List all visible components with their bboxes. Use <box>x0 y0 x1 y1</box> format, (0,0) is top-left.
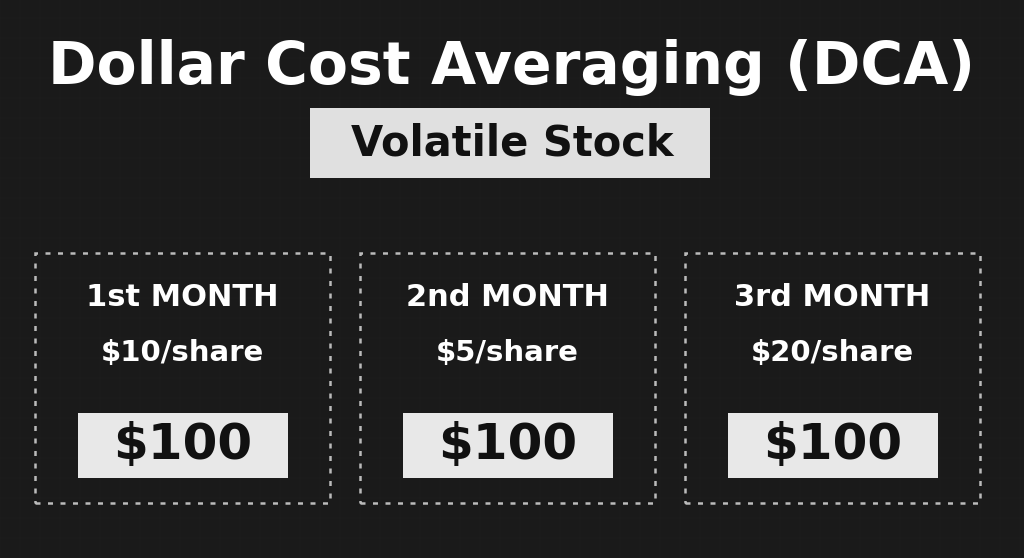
FancyBboxPatch shape <box>402 413 612 478</box>
Text: 2nd MONTH: 2nd MONTH <box>407 283 609 312</box>
Text: $100: $100 <box>763 421 902 469</box>
Text: 3rd MONTH: 3rd MONTH <box>734 283 931 312</box>
Text: $100: $100 <box>113 421 252 469</box>
Bar <box>685 253 980 503</box>
FancyBboxPatch shape <box>78 413 288 478</box>
Bar <box>360 253 655 503</box>
Text: $10/share: $10/share <box>101 339 264 367</box>
Text: $100: $100 <box>438 421 578 469</box>
Text: Volatile Stock: Volatile Stock <box>351 122 673 164</box>
Text: Dollar Cost Averaging (DCA): Dollar Cost Averaging (DCA) <box>48 40 976 97</box>
FancyBboxPatch shape <box>727 413 938 478</box>
FancyBboxPatch shape <box>310 108 710 178</box>
Text: $20/share: $20/share <box>751 339 914 367</box>
Text: $5/share: $5/share <box>436 339 579 367</box>
Text: 1st MONTH: 1st MONTH <box>86 283 279 312</box>
Bar <box>35 253 330 503</box>
